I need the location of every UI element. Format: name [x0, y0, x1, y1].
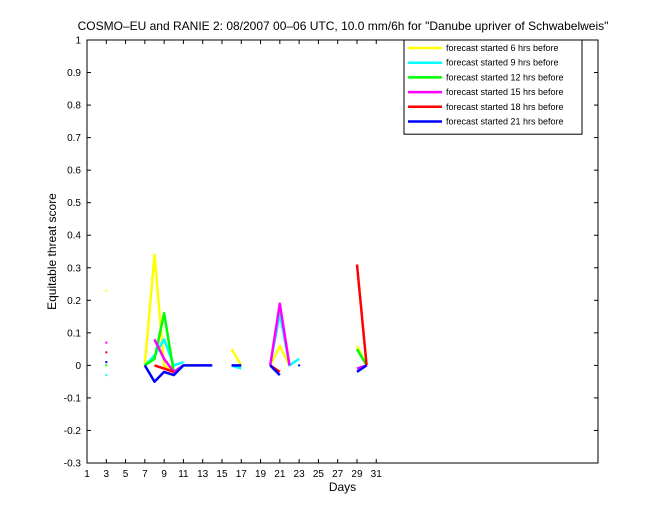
series-line [268, 302, 291, 366]
legend-box [403, 39, 583, 135]
data-point [105, 289, 108, 292]
series-line [355, 264, 368, 366]
x-tick-label: 15 [216, 469, 228, 480]
y-tick-label: 0.7 [67, 133, 81, 144]
x-tick-label: 5 [123, 469, 129, 480]
x-tick-label: 21 [274, 469, 286, 480]
x-tick-label: 23 [294, 469, 306, 480]
legend-label: forecast started 18 hrs before [446, 102, 564, 112]
series-line [356, 364, 368, 373]
y-tick-label: 0.4 [67, 231, 81, 242]
plot-frame [86, 39, 599, 464]
legend-label: forecast started 21 hrs before [446, 117, 564, 127]
series-1 [105, 253, 368, 374]
y-tick-label: 0.3 [67, 263, 81, 274]
x-tick-label: 1 [84, 469, 90, 480]
x-tick-label: 31 [371, 469, 383, 480]
legend: forecast started 6 hrs before forecast st… [403, 39, 583, 135]
series-line [143, 253, 203, 374]
y-tick-label: 0.2 [67, 296, 81, 307]
y-tick-label: 0.6 [67, 166, 81, 177]
series-line [143, 364, 213, 383]
y-axis-title: Equitable threat score [45, 193, 59, 310]
x-tick-label: 29 [351, 469, 363, 480]
legend-label: forecast started 15 hrs before [446, 87, 564, 97]
legend-label: forecast started 6 hrs before [446, 43, 559, 53]
y-tick-label: 0.9 [67, 68, 81, 79]
x-tick-label: 17 [236, 469, 248, 480]
y-tick-label: 0.5 [67, 198, 81, 209]
series-line [355, 348, 368, 367]
x-tick-label: 9 [161, 469, 167, 480]
x-tick-label: 13 [197, 469, 209, 480]
series-6 [105, 361, 368, 383]
y-tick-label: -0.3 [64, 459, 82, 470]
data-point [105, 351, 108, 354]
data-point [105, 364, 108, 367]
chart-title: COSMO–EU and RANIE 2: 08/2007 00–06 UTC,… [78, 19, 609, 33]
legend-label: forecast started 12 hrs before [446, 72, 564, 82]
x-tick-label: 27 [332, 469, 344, 480]
series-line [269, 344, 291, 366]
series-line [143, 338, 184, 367]
series-line [269, 364, 281, 376]
legend-label: forecast started 9 hrs before [446, 58, 559, 68]
x-tick-label: 19 [255, 469, 267, 480]
x-tick-label: 7 [142, 469, 148, 480]
x-tick-label: 25 [313, 469, 325, 480]
y-tick-label: -0.2 [64, 426, 82, 437]
x-tick-label: 3 [104, 469, 110, 480]
y-tick-label: 0.1 [67, 328, 81, 339]
x-tick-label: 11 [178, 469, 189, 480]
series-line [154, 364, 175, 374]
y-tick-label: 0 [75, 361, 81, 372]
x-axis-title: Days [329, 480, 356, 494]
data-point [105, 361, 108, 364]
series-line [230, 348, 243, 367]
data-point [298, 364, 301, 367]
y-tick-label: 1 [75, 36, 81, 47]
plot-area: 1 3 5 7 9 11 13 15 17 19 21 23 25 27 29 31-0.3-0.2-0.10… [64, 36, 599, 480]
data-point [105, 341, 108, 344]
y-tick-label: 0.8 [67, 101, 81, 112]
y-tick-label: -0.1 [64, 393, 82, 404]
data-point [105, 374, 108, 377]
